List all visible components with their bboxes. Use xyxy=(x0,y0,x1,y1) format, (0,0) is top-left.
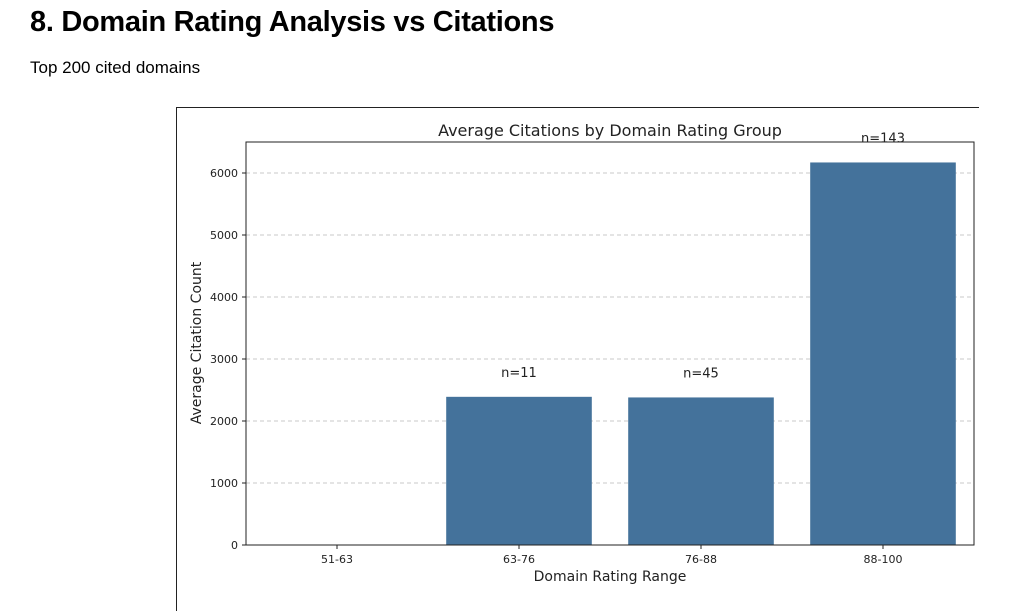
y-tick-label: 0 xyxy=(231,539,238,552)
bar-count-label: n=143 xyxy=(861,131,905,146)
chart-title: Average Citations by Domain Rating Group xyxy=(438,121,782,140)
x-tick-label: 76-88 xyxy=(685,553,717,566)
bar-count-label: n=11 xyxy=(501,366,537,381)
y-axis-ticks: 0 1000 2000 3000 4000 5000 6000 xyxy=(210,167,246,552)
y-tick-label: 6000 xyxy=(210,167,238,180)
chart-figure xyxy=(176,107,979,611)
x-tick-label: 63-76 xyxy=(503,553,535,566)
bar-count-label: n=45 xyxy=(683,366,719,381)
section-title: 8. Domain Rating Analysis vs Citations xyxy=(30,6,555,38)
bar-63-76 xyxy=(446,396,592,545)
y-tick-label: 5000 xyxy=(210,229,238,242)
y-axis-label: Average Citation Count xyxy=(189,261,205,424)
plot-area-border xyxy=(245,141,975,546)
y-tick-label: 1000 xyxy=(210,477,238,490)
y-tick-label: 4000 xyxy=(210,291,238,304)
y-tick-label: 3000 xyxy=(210,353,238,366)
bar-labels: n=11 n=45 n=143 xyxy=(501,131,905,381)
bars xyxy=(446,162,956,545)
x-tick-label: 88-100 xyxy=(864,553,903,566)
x-tick-label: 51-63 xyxy=(321,553,353,566)
x-axis-label: Domain Rating Range xyxy=(534,569,687,585)
grid-lines xyxy=(246,172,974,484)
x-axis-ticks: 51-63 63-76 76-88 88-100 xyxy=(321,545,902,566)
section-subtitle: Top 200 cited domains xyxy=(30,58,201,77)
bar-88-100 xyxy=(810,162,956,545)
y-tick-label: 2000 xyxy=(210,415,238,428)
bar-76-88 xyxy=(628,397,774,545)
